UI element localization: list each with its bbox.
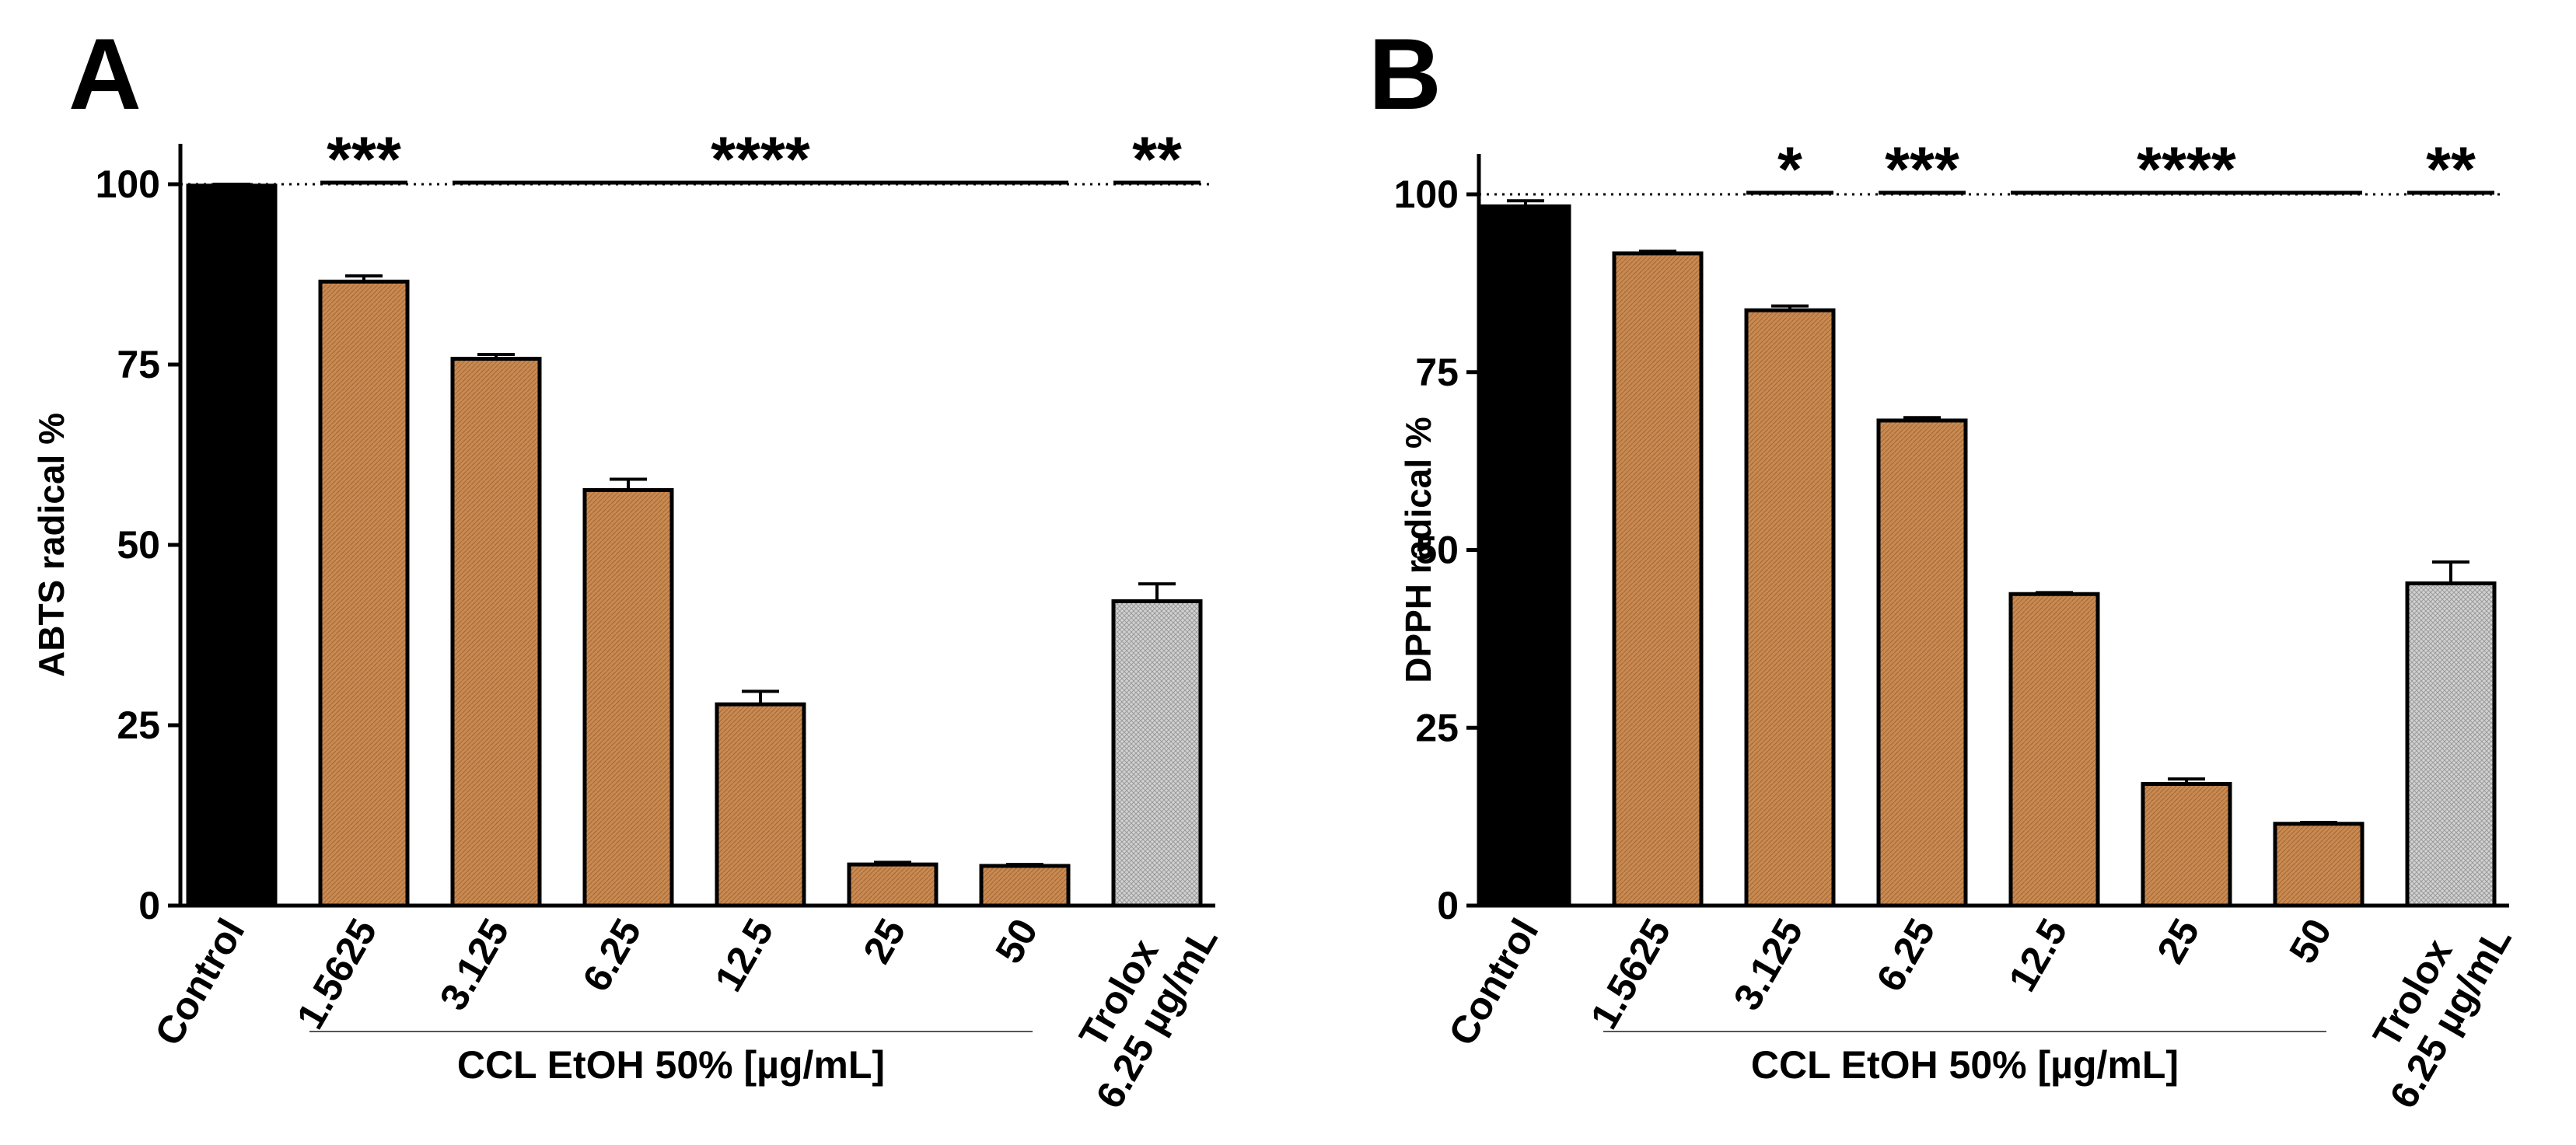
panel-b-chart: B 0 25 50 75 100 DPPH radical % Control 1.5625 3.… — [1368, 17, 2520, 1115]
y-tick-label: 25 — [117, 703, 160, 747]
category-label: 50 — [2281, 912, 2340, 971]
y-tick-label: 0 — [138, 884, 160, 927]
bar — [2008, 592, 2100, 908]
significance-label: *** — [1885, 134, 1959, 205]
bar — [318, 279, 410, 908]
y-tick-label: 75 — [117, 343, 160, 386]
category-label: 1.5625 — [1582, 912, 1679, 1036]
bar — [1111, 599, 1203, 908]
category-label: Trolox6.25 µg/mL — [2342, 896, 2519, 1115]
category-label: Control — [146, 912, 253, 1053]
bar — [1612, 251, 1704, 908]
bar — [2405, 581, 2497, 908]
y-tick-label: 25 — [1415, 706, 1459, 749]
panel-letter: B — [1368, 17, 1442, 131]
y-tick-label: 0 — [1437, 884, 1459, 927]
y-tick-label: 100 — [96, 162, 160, 206]
significance-label: ** — [2426, 134, 2476, 205]
significance-label: **** — [711, 124, 810, 195]
bar — [582, 487, 674, 908]
category-label: 3.125 — [431, 912, 517, 1018]
bar — [979, 864, 1071, 908]
category-label: 12.5 — [706, 912, 781, 999]
significance-label: **** — [2137, 134, 2236, 205]
y-tick-label: 50 — [117, 523, 160, 567]
y-axis-label: ABTS radical % — [31, 413, 72, 677]
panel-a-chart: A 0 25 50 75 100 ABTS radical % Control 1.5625 3.… — [31, 17, 1226, 1115]
group-label: CCL EtOH 50% [µg/mL] — [457, 1043, 885, 1087]
y-tick-label: 100 — [1394, 173, 1459, 216]
bar — [715, 702, 806, 908]
category-label: 12.5 — [2000, 912, 2075, 999]
bar — [1744, 308, 1836, 908]
bar — [1480, 204, 1571, 908]
bar — [847, 862, 938, 908]
y-axis-label: DPPH radical % — [1398, 417, 1438, 683]
y-tick-label: 75 — [1415, 351, 1459, 394]
bar — [186, 183, 278, 908]
category-label: 25 — [855, 912, 914, 971]
category-label: 6.25 — [1868, 912, 1943, 999]
bar — [2141, 782, 2232, 908]
category-label: 1.5625 — [288, 912, 386, 1036]
significance-label: ** — [1132, 124, 1182, 195]
bar — [1876, 418, 1968, 908]
significance-label: *** — [327, 124, 401, 195]
y-tick-label: 50 — [1415, 529, 1459, 572]
category-label: Control — [1440, 912, 1547, 1053]
category-label: 25 — [2148, 912, 2207, 971]
significance-label: * — [1777, 134, 1802, 205]
panel-letter: A — [68, 17, 142, 131]
group-label: CCL EtOH 50% [µg/mL] — [1751, 1043, 2179, 1087]
bar — [2273, 822, 2365, 908]
bar — [450, 357, 542, 908]
category-label: 6.25 — [574, 912, 649, 999]
category-label: 3.125 — [1725, 912, 1811, 1018]
category-label: Trolox6.25 µg/mL — [1048, 896, 1225, 1115]
category-label: 50 — [987, 912, 1046, 971]
